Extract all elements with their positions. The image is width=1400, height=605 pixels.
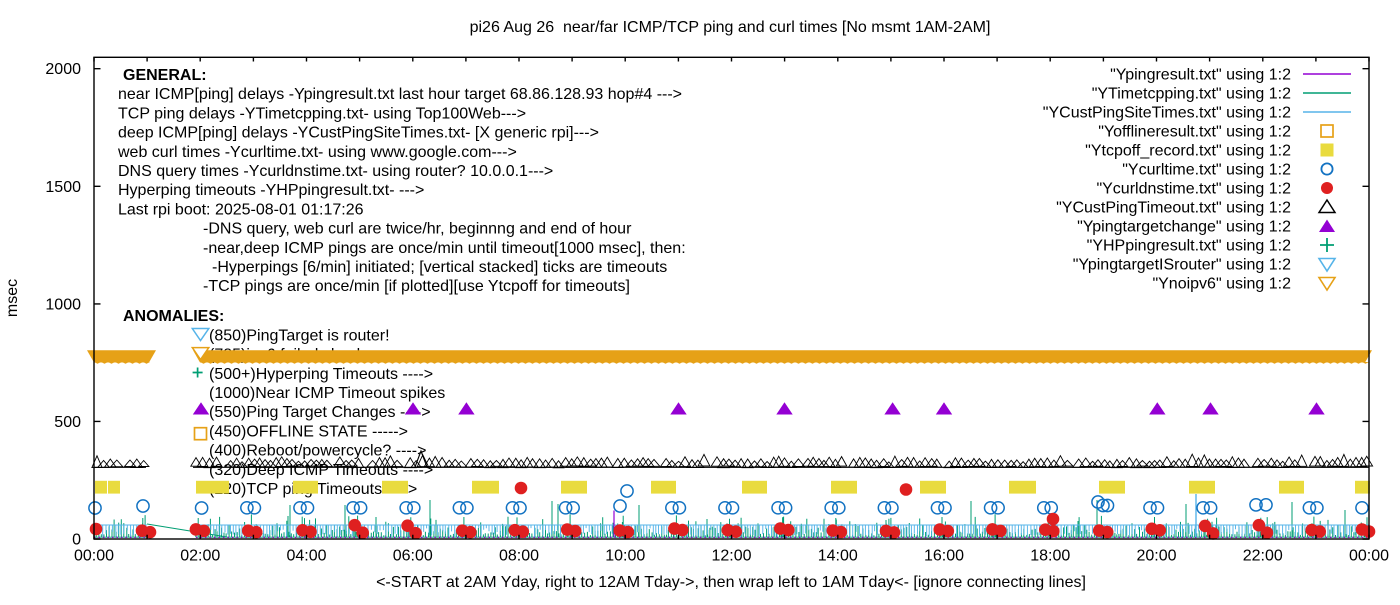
svg-text:TCP ping delays -YTimetcpping.: TCP ping delays -YTimetcpping.txt- using… <box>118 105 526 122</box>
svg-text:-Hyperpings [6/min] initiated;: -Hyperpings [6/min] initiated; [vertical… <box>212 259 667 276</box>
svg-text:(550)Ping Target Changes ---->: (550)Ping Target Changes ----> <box>209 404 431 421</box>
svg-text:"YHPpingresult.txt" using 1:2: "YHPpingresult.txt" using 1:2 <box>1087 238 1291 255</box>
svg-text:ANOMALIES:: ANOMALIES: <box>123 308 224 325</box>
svg-text:20:00: 20:00 <box>1136 548 1176 565</box>
svg-text:02:00: 02:00 <box>180 548 220 565</box>
svg-text:-near,deep ICMP pings are once: -near,deep ICMP pings are once/min until… <box>203 240 686 257</box>
svg-text:"YCustPingTimeout.txt" using 1: "YCustPingTimeout.txt" using 1:2 <box>1056 200 1291 217</box>
svg-text:web curl times -Ycurltime.txt-: web curl times -Ycurltime.txt- using www… <box>117 144 517 161</box>
svg-text:"Yofflineresult.txt" using 1:2: "Yofflineresult.txt" using 1:2 <box>1098 124 1291 141</box>
svg-text:"Ycurldnstime.txt" using 1:2: "Ycurldnstime.txt" using 1:2 <box>1096 181 1291 198</box>
svg-text:Last rpi boot: 2025-08-01 01:1: Last rpi boot: 2025-08-01 01:17:26 <box>118 201 364 218</box>
svg-text:(1000)Near ICMP Timeout spikes: (1000)Near ICMP Timeout spikes <box>209 385 445 402</box>
svg-text:Hyperping timeouts -YHPpingres: Hyperping timeouts -YHPpingresult.txt- -… <box>118 182 424 199</box>
svg-text:deep ICMP[ping] delays -YCustP: deep ICMP[ping] delays -YCustPingSiteTim… <box>118 125 599 142</box>
svg-text:06:00: 06:00 <box>393 548 433 565</box>
svg-text:GENERAL:: GENERAL: <box>123 67 207 84</box>
svg-text:"Ytcpoff_record.txt" using 1:2: "Ytcpoff_record.txt" using 1:2 <box>1085 143 1291 160</box>
svg-text:<-START at 2AM Yday, right to: <-START at 2AM Yday, right to 12AM Tday-… <box>376 574 1086 591</box>
svg-text:DNS query times -Ycurldnstime.: DNS query times -Ycurldnstime.txt- using… <box>118 163 553 180</box>
svg-text:"YTimetcpping.txt" using 1:2: "YTimetcpping.txt" using 1:2 <box>1092 86 1291 103</box>
svg-text:1500: 1500 <box>45 179 81 196</box>
svg-text:10:00: 10:00 <box>605 548 645 565</box>
svg-text:(450)OFFLINE STATE ----->: (450)OFFLINE STATE -----> <box>209 423 408 440</box>
svg-text:12:00: 12:00 <box>711 548 751 565</box>
svg-text:04:00: 04:00 <box>286 548 326 565</box>
svg-text:"Ypingresult.txt" using 1:2: "Ypingresult.txt" using 1:2 <box>1110 67 1291 84</box>
svg-text:00:00: 00:00 <box>74 548 114 565</box>
svg-text:22:00: 22:00 <box>1243 548 1283 565</box>
svg-text:"Ycurltime.txt" using 1:2: "Ycurltime.txt" using 1:2 <box>1122 162 1291 179</box>
svg-text:"Ypingtargetchange" using 1:2: "Ypingtargetchange" using 1:2 <box>1077 219 1291 236</box>
svg-text:(500+)Hyperping Timeouts ---->: (500+)Hyperping Timeouts ----> <box>209 366 433 383</box>
svg-text:2000: 2000 <box>45 61 81 78</box>
svg-text:"YCustPingSiteTimes.txt" using: "YCustPingSiteTimes.txt" using 1:2 <box>1043 105 1291 122</box>
svg-text:(850)PingTarget is router!: (850)PingTarget is router! <box>209 327 390 344</box>
svg-text:500: 500 <box>54 414 81 431</box>
svg-text:near ICMP[ping] delays -Ypingr: near ICMP[ping] delays -Ypingresult.txt … <box>118 86 682 103</box>
svg-text:0: 0 <box>72 532 81 549</box>
svg-text:(400)Reboot/powercycle? ---->: (400)Reboot/powercycle? ----> <box>209 443 426 460</box>
svg-text:00:00: 00:00 <box>1349 548 1389 565</box>
svg-text:(320)Deep ICMP Timeouts ---->: (320)Deep ICMP Timeouts ----> <box>209 462 433 479</box>
svg-text:"Ynoipv6" using 1:2: "Ynoipv6" using 1:2 <box>1152 276 1291 293</box>
svg-text:1000: 1000 <box>45 296 81 313</box>
svg-text:msec: msec <box>4 279 21 317</box>
svg-text:18:00: 18:00 <box>1030 548 1070 565</box>
svg-text:08:00: 08:00 <box>499 548 539 565</box>
svg-text:14:00: 14:00 <box>818 548 858 565</box>
svg-text:pi26 Aug 26 near/far ICMP/TCP: pi26 Aug 26 near/far ICMP/TCP ping and c… <box>470 19 991 36</box>
svg-text:16:00: 16:00 <box>924 548 964 565</box>
svg-text:-TCP pings are once/min [if pl: -TCP pings are once/min [if plotted][use… <box>203 278 630 295</box>
svg-text:-DNS query, web curl are twice: -DNS query, web curl are twice/hr, begin… <box>203 221 632 238</box>
svg-text:"YpingtargetISrouter" using 1:: "YpingtargetISrouter" using 1:2 <box>1073 257 1291 274</box>
